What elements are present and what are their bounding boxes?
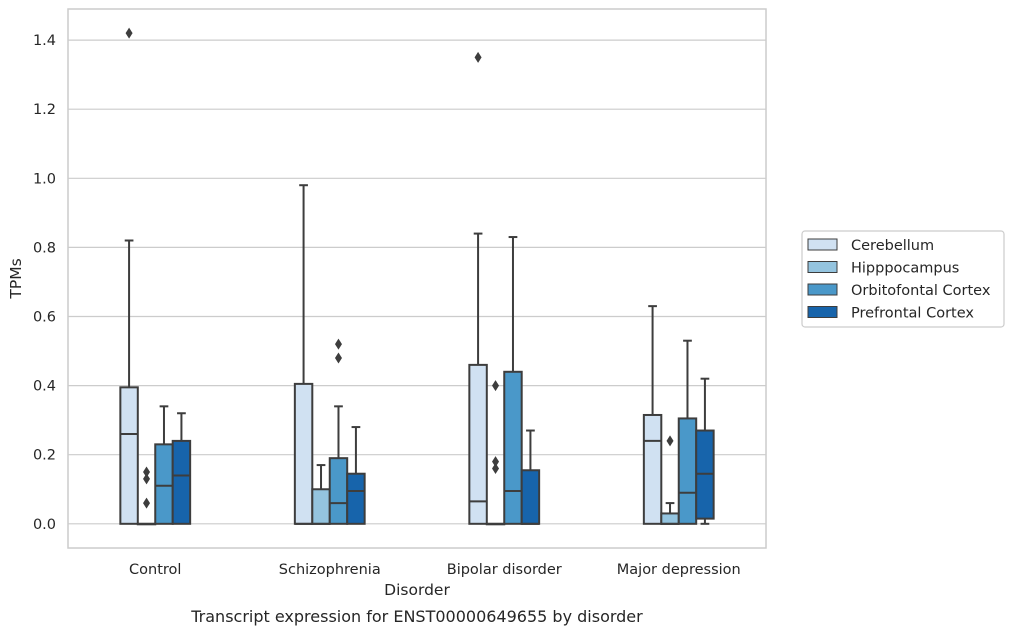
box-body [642, 413, 663, 525]
box-hipppocampus [485, 380, 506, 526]
legend-label: Cerebellum [851, 238, 934, 254]
box-hipppocampus [136, 466, 157, 526]
box-body [346, 472, 366, 525]
y-tick-label: 0.6 [33, 310, 56, 326]
box-plots [119, 27, 715, 526]
y-axis-label: TPMs [7, 258, 25, 299]
box-prefrontal-cortex [171, 412, 192, 525]
box-body [311, 488, 331, 525]
y-tick-label: 1.2 [33, 102, 56, 118]
tick-labels: 0.0 0.2 0.4 0.6 0.8 1.0 1.2 1.4 Control Schizophr… [33, 33, 741, 578]
legend-swatch [807, 238, 838, 251]
box-body [328, 457, 349, 525]
y-tick-label: 0.8 [33, 240, 56, 256]
box-cerebellum [468, 51, 488, 525]
box-orbitofontal-cortex [503, 236, 523, 525]
outlier-point [143, 466, 151, 478]
box-body [660, 512, 680, 525]
box-hipppocampus [660, 435, 680, 525]
x-tick-label: Major depression [617, 562, 741, 578]
y-tick-label: 1.0 [33, 171, 56, 187]
outlier-point [666, 435, 674, 447]
box-body [154, 443, 174, 525]
box-body [677, 417, 698, 525]
x-tick-label: Control [129, 562, 181, 578]
box-body [171, 439, 192, 525]
box-orbitofontal-cortex [328, 338, 349, 525]
box-cerebellum [642, 305, 663, 525]
outlier-point [125, 27, 133, 39]
outlier-point [474, 51, 482, 63]
y-tick-label: 0.2 [33, 448, 56, 464]
legend-swatch [807, 261, 838, 273]
x-tick-label: Schizophrenia [279, 562, 381, 578]
outlier-point [334, 338, 342, 350]
outlier-point [334, 352, 342, 364]
box-orbitofontal-cortex [154, 405, 174, 525]
plot-frame [67, 8, 767, 549]
x-axis-label: Disorder [384, 581, 450, 599]
outlier-point [143, 473, 151, 485]
box-body [520, 469, 541, 525]
box-prefrontal-cortex [346, 426, 366, 525]
y-tick-label: 0.4 [33, 379, 56, 395]
box-body [503, 370, 523, 525]
outlier-point [143, 497, 151, 509]
legend-frame [801, 230, 1005, 328]
chart-caption: Transcript expression for ENST0000064965… [190, 607, 643, 626]
box-body [119, 386, 139, 525]
box-cerebellum [293, 184, 314, 525]
legend-label: Prefrontal Cortex [851, 306, 974, 322]
y-tick-label: 0.0 [33, 517, 56, 533]
legend-swatch [807, 283, 838, 296]
box-cerebellum [119, 27, 139, 525]
outlier-point [492, 463, 500, 475]
box-prefrontal-cortex [520, 429, 541, 525]
box-body [293, 382, 314, 525]
outlier-point [492, 380, 500, 392]
y-tick-label: 1.4 [33, 33, 56, 49]
box-body [468, 363, 488, 525]
legend-label: Orbitofontal Cortex [851, 283, 991, 299]
x-tick-label: Bipolar disorder [447, 562, 562, 578]
legend: Cerebellum Hipppocampus Orbitofontal Corte… [801, 230, 1005, 328]
legend-swatch [807, 306, 838, 318]
box-prefrontal-cortex [695, 377, 715, 525]
outlier-point [492, 456, 500, 468]
legend-label: Hipppocampus [851, 261, 959, 277]
box-orbitofontal-cortex [677, 339, 698, 525]
box-hipppocampus [311, 464, 331, 525]
